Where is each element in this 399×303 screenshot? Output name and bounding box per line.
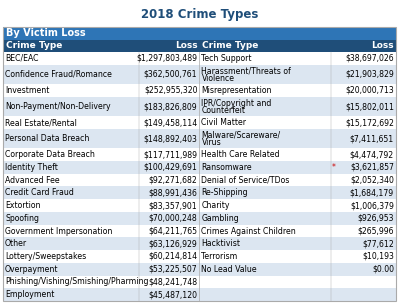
- Text: Advanced Fee: Advanced Fee: [5, 176, 59, 185]
- Text: Harassment/Threats of: Harassment/Threats of: [201, 67, 291, 76]
- Text: No Lead Value: No Lead Value: [201, 265, 257, 274]
- Text: $88,991,436: $88,991,436: [148, 188, 198, 197]
- Text: $3,621,857: $3,621,857: [350, 163, 394, 172]
- Text: Credit Card Fraud: Credit Card Fraud: [5, 188, 74, 197]
- Text: Misrepresentation: Misrepresentation: [201, 86, 272, 95]
- Text: Confidence Fraud/Romance: Confidence Fraud/Romance: [5, 70, 112, 79]
- Text: Loss: Loss: [371, 42, 394, 51]
- Text: $60,214,814: $60,214,814: [148, 252, 198, 261]
- Text: Extortion: Extortion: [5, 201, 41, 210]
- Text: Lottery/Sweepstakes: Lottery/Sweepstakes: [5, 252, 86, 261]
- Bar: [3, 84, 396, 97]
- Text: Virus: Virus: [201, 138, 221, 147]
- Text: $45,487,120: $45,487,120: [148, 290, 198, 299]
- Text: Crime Type: Crime Type: [6, 42, 62, 51]
- Text: Tech Support: Tech Support: [201, 54, 252, 63]
- Text: Investment: Investment: [5, 86, 49, 95]
- Text: $265,996: $265,996: [358, 227, 394, 235]
- Text: $38,697,026: $38,697,026: [346, 54, 394, 63]
- Bar: [3, 40, 396, 52]
- Text: Personal Data Breach: Personal Data Breach: [5, 134, 89, 143]
- Bar: [3, 199, 396, 212]
- Bar: [3, 65, 396, 84]
- Text: $92,271,682: $92,271,682: [149, 176, 198, 185]
- Text: IPR/Copyright and: IPR/Copyright and: [201, 99, 272, 108]
- Text: $48,241,748: $48,241,748: [148, 278, 198, 286]
- Text: Re-Shipping: Re-Shipping: [201, 188, 248, 197]
- Text: Violence: Violence: [201, 74, 235, 83]
- Bar: [3, 97, 396, 116]
- Text: Ransomware: Ransomware: [201, 163, 252, 172]
- Text: $362,500,761: $362,500,761: [144, 70, 198, 79]
- Text: Phishing/Vishing/Smishing/Pharming: Phishing/Vishing/Smishing/Pharming: [5, 278, 148, 286]
- Text: Real Estate/Rental: Real Estate/Rental: [5, 118, 77, 127]
- Text: BEC/EAC: BEC/EAC: [5, 54, 38, 63]
- Text: Charity: Charity: [201, 201, 230, 210]
- Text: $252,955,320: $252,955,320: [144, 86, 198, 95]
- Bar: [3, 263, 396, 275]
- Text: $1,297,803,489: $1,297,803,489: [136, 54, 198, 63]
- Text: $64,211,765: $64,211,765: [148, 227, 198, 235]
- Bar: [3, 237, 396, 250]
- Text: Gambling: Gambling: [201, 214, 239, 223]
- Bar: [3, 250, 396, 263]
- Text: $100,429,691: $100,429,691: [144, 163, 198, 172]
- Bar: [3, 174, 396, 186]
- Text: $10,193: $10,193: [362, 252, 394, 261]
- Text: $1,006,379: $1,006,379: [350, 201, 394, 210]
- Text: $0.00: $0.00: [372, 265, 394, 274]
- Text: Spoofing: Spoofing: [5, 214, 39, 223]
- Text: *: *: [332, 163, 336, 172]
- Text: $2,052,340: $2,052,340: [350, 176, 394, 185]
- Text: $148,892,403: $148,892,403: [144, 134, 198, 143]
- Bar: [3, 225, 396, 237]
- Text: Health Care Related: Health Care Related: [201, 150, 280, 159]
- Text: Employment: Employment: [5, 290, 54, 299]
- Text: $20,000,713: $20,000,713: [345, 86, 394, 95]
- Text: Loss: Loss: [175, 42, 198, 51]
- Text: By Victim Loss: By Victim Loss: [6, 28, 86, 38]
- Text: $83,357,901: $83,357,901: [149, 201, 198, 210]
- Text: Overpayment: Overpayment: [5, 265, 59, 274]
- Bar: [3, 288, 396, 301]
- Text: $1,684,179: $1,684,179: [350, 188, 394, 197]
- Text: Government Impersonation: Government Impersonation: [5, 227, 113, 235]
- Bar: [3, 148, 396, 161]
- Text: Identity Theft: Identity Theft: [5, 163, 58, 172]
- Text: $15,802,011: $15,802,011: [345, 102, 394, 111]
- Text: $7,411,651: $7,411,651: [350, 134, 394, 143]
- Text: Denial of Service/TDos: Denial of Service/TDos: [201, 176, 290, 185]
- Bar: [3, 27, 396, 40]
- Text: $53,225,507: $53,225,507: [149, 265, 198, 274]
- Bar: [3, 186, 396, 199]
- Text: Other: Other: [5, 239, 27, 248]
- Bar: [3, 212, 396, 225]
- Text: $926,953: $926,953: [358, 214, 394, 223]
- Text: $77,612: $77,612: [362, 239, 394, 248]
- Bar: [3, 52, 396, 65]
- Text: Terrorism: Terrorism: [201, 252, 238, 261]
- Text: 2018 Crime Types: 2018 Crime Types: [141, 8, 258, 21]
- Text: Civil Matter: Civil Matter: [201, 118, 247, 127]
- Text: $149,458,114: $149,458,114: [143, 118, 198, 127]
- Text: Counterfeit: Counterfeit: [201, 106, 245, 115]
- Text: $4,474,792: $4,474,792: [350, 150, 394, 159]
- Bar: [3, 275, 396, 288]
- Text: $183,826,809: $183,826,809: [144, 102, 198, 111]
- Bar: [3, 161, 396, 174]
- Text: Corporate Data Breach: Corporate Data Breach: [5, 150, 95, 159]
- Text: Crime Type: Crime Type: [203, 42, 259, 51]
- Text: Crimes Against Children: Crimes Against Children: [201, 227, 296, 235]
- Bar: [3, 129, 396, 148]
- Text: $15,172,692: $15,172,692: [345, 118, 394, 127]
- Text: $63,126,929: $63,126,929: [149, 239, 198, 248]
- Text: $70,000,248: $70,000,248: [149, 214, 198, 223]
- Text: Hacktivist: Hacktivist: [201, 239, 241, 248]
- Text: Malware/Scareware/: Malware/Scareware/: [201, 131, 280, 140]
- Text: Non-Payment/Non-Delivery: Non-Payment/Non-Delivery: [5, 102, 111, 111]
- Text: $21,903,829: $21,903,829: [345, 70, 394, 79]
- Bar: [3, 116, 396, 129]
- Text: $117,711,989: $117,711,989: [144, 150, 198, 159]
